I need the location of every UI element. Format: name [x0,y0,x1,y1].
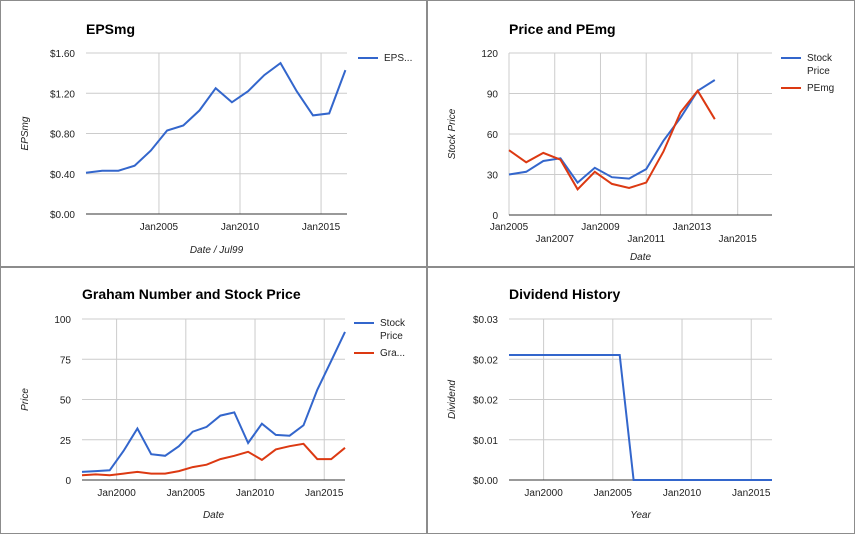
dividend-chart: Dividend History $0.00 $0.01 $0.02 $0.02 $0.0… [447,286,772,521]
x-tick-label: Jan2015 [719,234,758,245]
x-tick-label: Jan2009 [581,222,620,233]
x-tick-label: Jan2005 [140,222,179,233]
x-tick-label: Jan2007 [536,234,575,245]
series-line-pemg [508,89,716,191]
y-tick-label: $1.60 [50,49,75,60]
eps-chart: EPSmg $0.00 $0.40 $0.80 $1.20 $1.60 Jan2005 Jan… [20,21,412,256]
dividend-chart-panel: Dividend History $0.00 $0.01 $0.02 $0.02 $0.0… [427,267,855,534]
y-axis-title: Stock Price [447,108,458,159]
y-tick-label: 60 [487,130,499,141]
series-line-eps [85,61,347,174]
x-tick-label: Jan2000 [97,488,136,499]
x-tick-label: Jan2013 [673,222,712,233]
legend-label: EPS... [384,53,412,64]
price-pe-chart: Price and PEmg 0 30 60 90 120 Jan2005 Jan2007 Ja… [447,21,834,263]
chart-title: EPSmg [86,21,135,37]
y-tick-label: 120 [481,49,498,60]
y-tick-label: $0.40 [50,170,75,181]
graham-chart: Graham Number and Stock Price 0 25 50 75 100 J… [20,286,406,521]
y-tick-label: $1.20 [50,89,75,100]
x-tick-label: Jan2015 [732,488,771,499]
y-tick-label: 30 [487,171,499,182]
y-axis-title: Price [20,388,31,411]
legend-label: Gra... [380,348,405,359]
legend-label: Stock [807,53,833,64]
y-tick-label: $0.80 [50,130,75,141]
legend-label: Price [807,66,830,77]
y-tick-label: $0.02 [473,355,498,366]
x-tick-label: Jan2010 [221,222,260,233]
y-tick-label: $0.03 [473,315,498,326]
legend-label: PEmg [807,83,834,94]
x-axis-title: Date [203,510,225,521]
x-axis-title: Year [630,510,651,521]
eps-chart-panel: EPSmg $0.00 $0.40 $0.80 $1.20 $1.60 Jan2005 Jan… [0,0,427,267]
x-tick-label: Jan2010 [663,488,702,499]
chart-title: Price and PEmg [509,21,616,37]
series-line-gra [81,442,346,477]
y-tick-label: 100 [54,315,71,326]
y-tick-label: 50 [60,396,72,407]
x-tick-label: Jan2010 [236,488,275,499]
y-axis-title: EPSmg [20,116,31,150]
y-tick-label: 25 [60,436,72,447]
series-line-dividend [509,354,772,481]
x-axis-title: Date [630,252,652,263]
graham-chart-panel: Graham Number and Stock Price 0 25 50 75 100 J… [0,267,427,534]
chart-title: Graham Number and Stock Price [82,286,301,302]
y-tick-label: $0.00 [50,210,75,221]
y-tick-label: $0.00 [473,476,498,487]
x-tick-label: Jan2011 [627,234,665,245]
x-tick-label: Jan2005 [490,222,529,233]
legend-label: Stock [380,318,406,329]
x-tick-label: Jan2000 [524,488,563,499]
price-pe-chart-panel: Price and PEmg 0 30 60 90 120 Jan2005 Jan2007 Ja… [427,0,855,267]
x-tick-label: Jan2015 [305,488,344,499]
x-axis-title: Date / Jul99 [190,245,244,256]
y-tick-label: $0.02 [473,396,498,407]
x-tick-label: Jan2015 [302,222,341,233]
y-tick-label: 0 [65,476,71,487]
y-axis-title: Dividend [447,380,458,419]
legend-label: Price [380,331,403,342]
series-line-stock-price [508,79,716,185]
series-line-stock-price [81,331,346,473]
x-tick-label: Jan2005 [594,488,633,499]
y-tick-label: 0 [492,211,498,222]
y-tick-label: 75 [60,355,72,366]
chart-title: Dividend History [509,286,620,302]
y-tick-label: 90 [487,90,499,101]
x-tick-label: Jan2005 [167,488,206,499]
y-tick-label: $0.01 [473,436,498,447]
